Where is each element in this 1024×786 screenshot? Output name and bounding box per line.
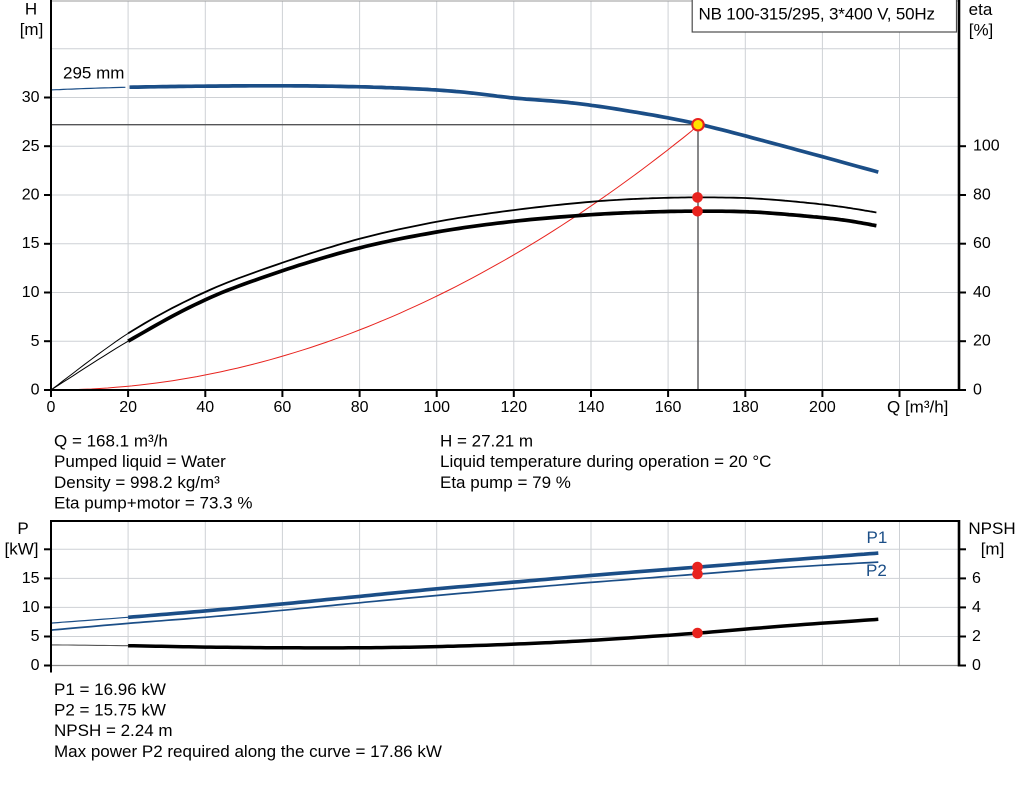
svg-text:100: 100 (973, 138, 1000, 155)
svg-text:5: 5 (31, 333, 40, 350)
svg-text:NPSH: NPSH (968, 519, 1015, 538)
svg-text:0: 0 (972, 657, 981, 674)
svg-text:2: 2 (972, 628, 981, 645)
svg-text:Liquid temperature during oper: Liquid temperature during operation = 20… (440, 452, 771, 471)
svg-text:Eta pump = 79 %: Eta pump = 79 % (440, 473, 571, 492)
svg-text:140: 140 (578, 399, 605, 416)
svg-text:40: 40 (973, 284, 991, 301)
svg-text:30: 30 (22, 89, 40, 106)
svg-text:40: 40 (196, 399, 214, 416)
svg-text:Max power P2 required along th: Max power P2 required along the curve = … (54, 742, 442, 761)
svg-text:20: 20 (119, 399, 137, 416)
svg-text:120: 120 (500, 399, 527, 416)
svg-text:60: 60 (973, 235, 991, 252)
svg-text:P: P (17, 519, 28, 538)
svg-text:10: 10 (22, 284, 40, 301)
svg-text:20: 20 (22, 187, 40, 204)
svg-text:295 mm: 295 mm (63, 64, 124, 83)
svg-text:P2: P2 (866, 561, 887, 580)
svg-text:20: 20 (973, 333, 991, 350)
svg-text:200: 200 (809, 399, 836, 416)
svg-text:0: 0 (31, 382, 40, 399)
svg-text:0: 0 (973, 382, 982, 399)
svg-text:Density = 998.2 kg/m³: Density = 998.2 kg/m³ (54, 473, 220, 492)
svg-text:180: 180 (732, 399, 759, 416)
svg-text:60: 60 (274, 399, 292, 416)
svg-text:80: 80 (351, 399, 369, 416)
svg-text:H: H (25, 0, 37, 19)
svg-text:0: 0 (47, 399, 56, 416)
svg-text:25: 25 (22, 138, 40, 155)
svg-text:NB 100-315/295, 3*400 V, 50Hz: NB 100-315/295, 3*400 V, 50Hz (699, 5, 936, 24)
svg-text:eta: eta (969, 0, 993, 19)
svg-text:80: 80 (973, 187, 991, 204)
svg-text:10: 10 (22, 599, 40, 616)
svg-text:Q [m³/h]: Q [m³/h] (887, 398, 948, 417)
svg-text:P1 = 16.96 kW: P1 = 16.96 kW (54, 680, 166, 699)
svg-text:Q = 168.1 m³/h: Q = 168.1 m³/h (54, 431, 168, 450)
svg-text:4: 4 (972, 599, 981, 616)
svg-text:0: 0 (31, 657, 40, 674)
svg-text:[m]: [m] (20, 20, 44, 39)
svg-text:5: 5 (31, 628, 40, 645)
svg-text:[kW]: [kW] (5, 540, 39, 559)
svg-text:Eta pump+motor = 73.3 %: Eta pump+motor = 73.3 % (54, 494, 252, 513)
svg-text:NPSH = 2.24 m: NPSH = 2.24 m (54, 721, 173, 740)
svg-text:[%]: [%] (969, 21, 994, 40)
svg-text:P1: P1 (867, 528, 888, 547)
svg-text:P2 = 15.75 kW: P2 = 15.75 kW (54, 701, 166, 720)
svg-text:15: 15 (22, 235, 40, 252)
svg-text:15: 15 (22, 570, 40, 587)
svg-text:100: 100 (423, 399, 450, 416)
svg-text:H = 27.21 m: H = 27.21 m (440, 431, 533, 450)
svg-text:6: 6 (972, 570, 981, 587)
svg-text:[m]: [m] (981, 540, 1005, 559)
svg-text:Pumped liquid = Water: Pumped liquid = Water (54, 452, 226, 471)
svg-text:160: 160 (655, 399, 682, 416)
